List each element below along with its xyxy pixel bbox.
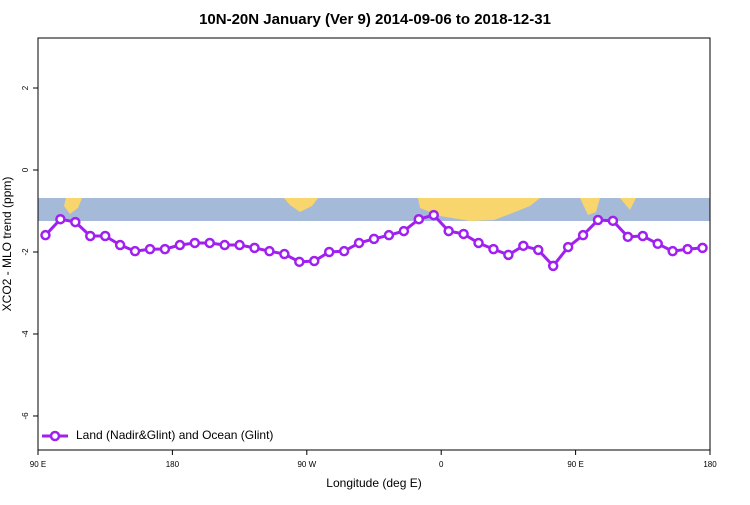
map-strip <box>38 198 710 221</box>
data-point <box>398 225 410 237</box>
x-tick-label: 180 <box>703 460 717 469</box>
x-tick-label: 0 <box>439 460 444 469</box>
data-point <box>234 239 245 251</box>
data-point <box>189 237 201 249</box>
data-point <box>622 231 634 243</box>
data-point <box>70 216 81 228</box>
y-tick-label: -4 <box>21 330 30 338</box>
data-point <box>697 242 708 254</box>
data-point <box>279 248 290 260</box>
data-point <box>473 237 484 249</box>
plot-frame <box>37 37 711 451</box>
data-point <box>99 230 111 242</box>
data-point <box>174 239 186 251</box>
data-point <box>114 239 126 251</box>
chart-title: 10N-20N January (Ver 9) 2014-09-06 to 20… <box>199 11 551 28</box>
data-point <box>413 213 425 225</box>
data-point <box>249 242 260 254</box>
x-tick-label: 180 <box>166 460 180 469</box>
data-point <box>682 243 693 255</box>
legend-marker <box>49 430 61 442</box>
data-point <box>518 240 529 252</box>
data-point <box>547 260 559 272</box>
y-tick-label: 0 <box>21 167 30 172</box>
data-point <box>323 246 335 258</box>
data-point <box>533 244 544 256</box>
data-point <box>637 230 649 242</box>
data-point <box>309 255 320 267</box>
data-point <box>144 243 156 255</box>
y-tick-label: 2 <box>21 85 30 90</box>
y-axis-label: XCO2 - MLO trend (ppm) <box>0 177 14 312</box>
data-point <box>40 229 51 241</box>
y-tick-label: -6 <box>21 412 30 420</box>
data-point <box>368 233 380 245</box>
data-point <box>443 225 454 237</box>
x-tick-label: 90 W <box>297 460 316 469</box>
data-point <box>55 213 66 225</box>
data-point <box>159 243 171 255</box>
data-point <box>85 230 96 242</box>
data-point <box>294 256 305 268</box>
data-point <box>562 241 574 253</box>
x-tick-label: 90 E <box>567 460 583 469</box>
data-point <box>204 237 215 249</box>
data-point <box>488 243 499 255</box>
data-point <box>264 245 275 257</box>
data-point <box>428 209 439 221</box>
x-tick-label: 90 E <box>30 460 46 469</box>
x-axis-label: Longitude (deg E) <box>326 476 421 490</box>
data-point <box>383 229 395 241</box>
y-tick-label: -2 <box>21 248 30 256</box>
data-point <box>577 229 589 241</box>
data-point <box>503 249 514 261</box>
data-point <box>353 237 365 249</box>
data-point <box>219 239 230 251</box>
data-point <box>338 245 350 257</box>
data-point <box>458 228 469 240</box>
data-point <box>652 238 663 250</box>
data-point <box>592 214 604 226</box>
data-point <box>607 215 619 227</box>
data-point <box>129 245 141 257</box>
legend-label: Land (Nadir&Glint) and Ocean (Glint) <box>76 428 273 442</box>
data-point <box>667 245 678 257</box>
